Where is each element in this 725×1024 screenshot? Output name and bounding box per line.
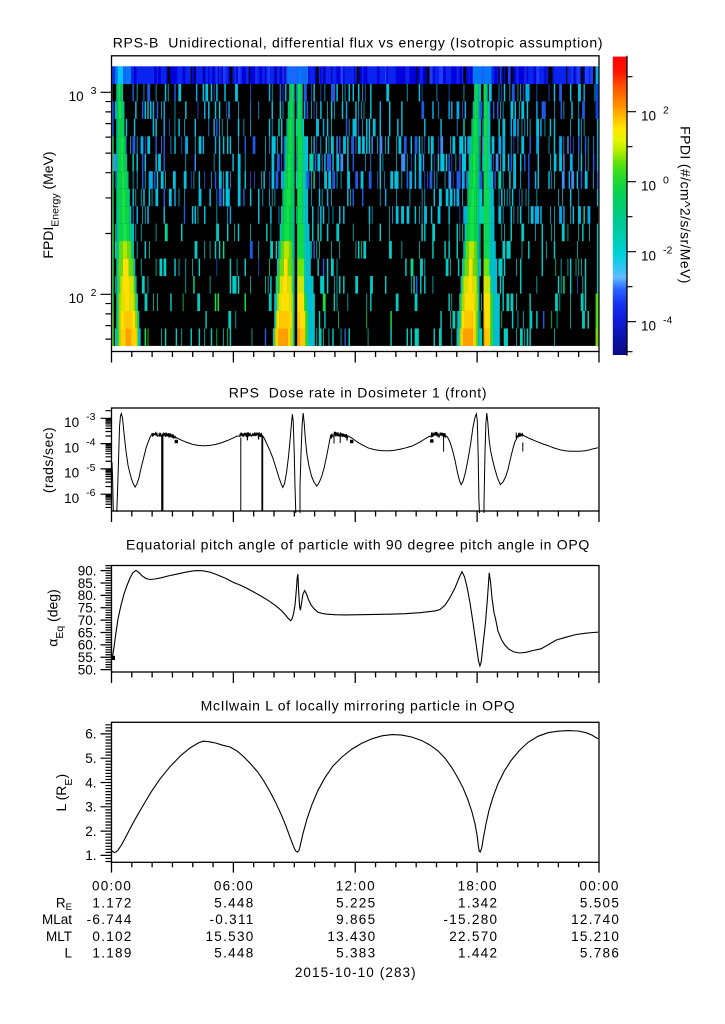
svg-text:85.: 85. xyxy=(78,576,97,591)
svg-text:12.740: 12.740 xyxy=(571,912,620,927)
svg-text:06:00: 06:00 xyxy=(214,879,254,894)
svg-text:-15.280: -15.280 xyxy=(443,912,498,927)
svg-text:2: 2 xyxy=(91,287,97,299)
svg-text:2: 2 xyxy=(663,105,669,117)
svg-text:0.102: 0.102 xyxy=(92,929,132,944)
svg-text:5.505: 5.505 xyxy=(580,896,620,911)
svg-text:RPS Dose rate in Dosimeter 1: RPS Dose rate in Dosimeter 1 (front) xyxy=(229,384,488,400)
svg-text:55.: 55. xyxy=(78,650,97,665)
svg-text:-6: -6 xyxy=(86,487,95,499)
svg-text:5.448: 5.448 xyxy=(214,896,254,911)
svg-text:10: 10 xyxy=(64,440,79,455)
svg-text:-0.311: -0.311 xyxy=(209,912,254,927)
svg-text:FPDIEnergy (MeV): FPDIEnergy (MeV) xyxy=(40,151,62,258)
svg-text:10: 10 xyxy=(64,491,79,506)
svg-text:-2: -2 xyxy=(663,245,672,257)
svg-text:75.: 75. xyxy=(78,601,97,616)
svg-text:Equatorial pitch angle of part: Equatorial pitch angle of particle with … xyxy=(126,537,590,553)
svg-text:5.448: 5.448 xyxy=(214,946,254,961)
svg-text:-6.744: -6.744 xyxy=(87,912,133,927)
svg-text:5.383: 5.383 xyxy=(336,946,376,961)
svg-text:6.: 6. xyxy=(85,727,96,742)
svg-text:90.: 90. xyxy=(78,563,97,578)
svg-text:1.172: 1.172 xyxy=(92,896,132,911)
svg-text:-3: -3 xyxy=(86,411,95,423)
svg-text:MLat: MLat xyxy=(42,912,72,927)
svg-text:1.442: 1.442 xyxy=(458,946,498,961)
svg-text:3.: 3. xyxy=(85,800,96,815)
svg-text:00:00: 00:00 xyxy=(92,879,132,894)
svg-text:4.: 4. xyxy=(85,775,96,790)
svg-text:9.865: 9.865 xyxy=(336,912,376,927)
svg-text:L (RE): L (RE) xyxy=(53,774,75,812)
svg-text:-5: -5 xyxy=(86,462,95,474)
svg-text:0: 0 xyxy=(663,175,669,187)
svg-text:10: 10 xyxy=(641,108,656,123)
svg-text:18:00: 18:00 xyxy=(458,879,498,894)
svg-text:10: 10 xyxy=(641,248,656,263)
svg-text:10: 10 xyxy=(64,415,79,430)
svg-text:RE: RE xyxy=(56,896,72,914)
svg-text:15.530: 15.530 xyxy=(205,929,254,944)
svg-text:MLT: MLT xyxy=(46,929,72,944)
svg-text:70.: 70. xyxy=(78,613,97,628)
svg-text:3: 3 xyxy=(91,85,97,97)
svg-text:2.: 2. xyxy=(85,824,96,839)
svg-text:50.: 50. xyxy=(78,662,97,677)
svg-text:5.786: 5.786 xyxy=(580,946,620,961)
svg-text:22.570: 22.570 xyxy=(449,929,498,944)
svg-text:-4: -4 xyxy=(663,315,672,327)
svg-text:FPDI (#/cm^2/s/sr/MeV): FPDI (#/cm^2/s/sr/MeV) xyxy=(678,126,694,284)
svg-text:13.430: 13.430 xyxy=(327,929,376,944)
svg-text:10: 10 xyxy=(641,178,656,193)
svg-text:10: 10 xyxy=(64,466,79,481)
svg-text:00:00: 00:00 xyxy=(579,879,619,894)
svg-text:RPS-B Unidirectional, differe: RPS-B Unidirectional, differential flux … xyxy=(113,35,603,51)
svg-text:2015-10-10 (283): 2015-10-10 (283) xyxy=(295,965,417,980)
svg-text:(rads/sec): (rads/sec) xyxy=(40,427,56,493)
svg-text:McIlwain L of locally mirrorin: McIlwain L of locally mirroring particle… xyxy=(201,698,516,714)
svg-text:10: 10 xyxy=(69,291,84,306)
svg-text:αEq (deg): αEq (deg) xyxy=(45,589,67,647)
svg-text:5.225: 5.225 xyxy=(336,896,376,911)
svg-text:12:00: 12:00 xyxy=(336,879,376,894)
svg-text:1.189: 1.189 xyxy=(92,946,132,961)
svg-text:L: L xyxy=(64,946,72,961)
svg-text:1.342: 1.342 xyxy=(458,896,498,911)
svg-text:10: 10 xyxy=(69,89,84,104)
svg-text:1.: 1. xyxy=(85,848,96,863)
svg-text:10: 10 xyxy=(641,318,656,333)
svg-text:60.: 60. xyxy=(78,638,97,653)
svg-text:65.: 65. xyxy=(78,625,97,640)
svg-text:80.: 80. xyxy=(78,588,97,603)
svg-text:15.210: 15.210 xyxy=(571,929,620,944)
svg-text:5.: 5. xyxy=(85,751,96,766)
svg-text:-4: -4 xyxy=(86,437,95,449)
